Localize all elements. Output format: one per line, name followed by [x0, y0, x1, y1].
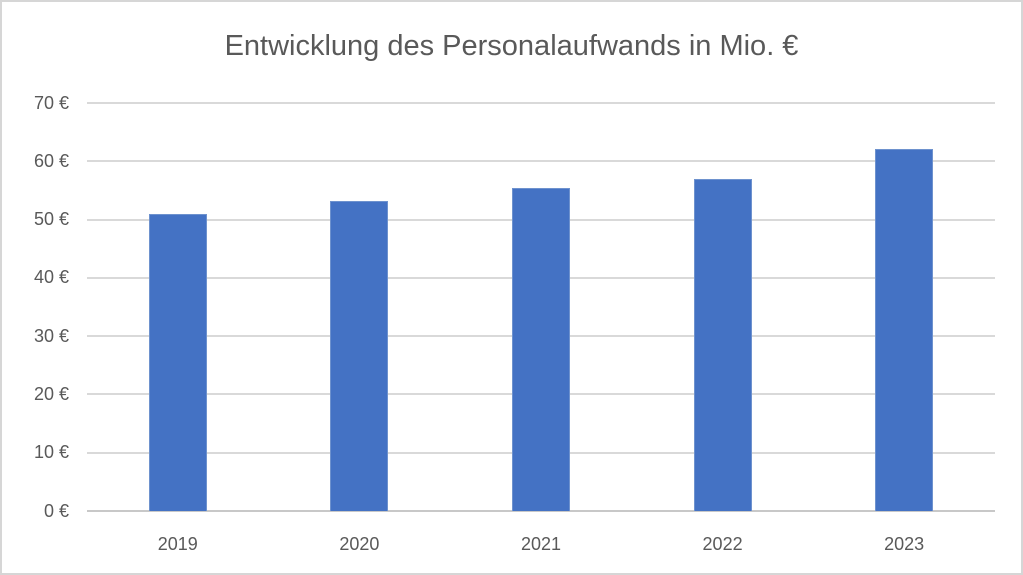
y-tick-label-30: 30 €: [33, 325, 69, 346]
y-tick-label-20: 20 €: [33, 383, 69, 404]
y-axis-labels: 0 € 10 € 20 € 30 € 40 € 50 € 60 € 70 €: [2, 93, 69, 521]
bar-slot-2023: [813, 103, 995, 511]
gridline-60: [87, 160, 995, 163]
bar-slot-2019: [87, 103, 269, 511]
x-tick-label-2023: 2023: [884, 534, 925, 554]
y-tick-label-0: 0 €: [43, 500, 69, 521]
x-tick-label-2020: 2020: [339, 534, 380, 554]
bars-container: [87, 103, 995, 511]
y-tick-label-40: 40 €: [33, 267, 69, 288]
plot-area: [87, 102, 995, 512]
bar-slot-2020: [269, 103, 451, 511]
bar-2021: [511, 187, 570, 511]
bar-slot-2021: [450, 103, 632, 511]
x-axis-line: [87, 510, 995, 512]
bar-slot-2022: [632, 103, 814, 511]
bar-2023: [875, 149, 934, 511]
x-tick-label-2021: 2021: [520, 534, 561, 554]
y-tick-label-60: 60 €: [33, 150, 69, 171]
y-tick-label-50: 50 €: [33, 209, 69, 230]
gridline-70: [87, 102, 995, 104]
x-tick-label-2022: 2022: [702, 534, 743, 554]
bar-2020: [330, 200, 389, 511]
chart-title: Entwicklung des Personalaufwands in Mio.…: [224, 30, 799, 62]
bar-2019: [148, 213, 207, 511]
y-tick-label-10: 10 €: [33, 442, 69, 463]
bar-2022: [693, 178, 752, 511]
x-tick-label-2019: 2019: [157, 534, 198, 554]
y-tick-label-70: 70 €: [33, 92, 69, 113]
x-axis-labels: 2019 2020 2021 2022 2023: [87, 533, 995, 555]
